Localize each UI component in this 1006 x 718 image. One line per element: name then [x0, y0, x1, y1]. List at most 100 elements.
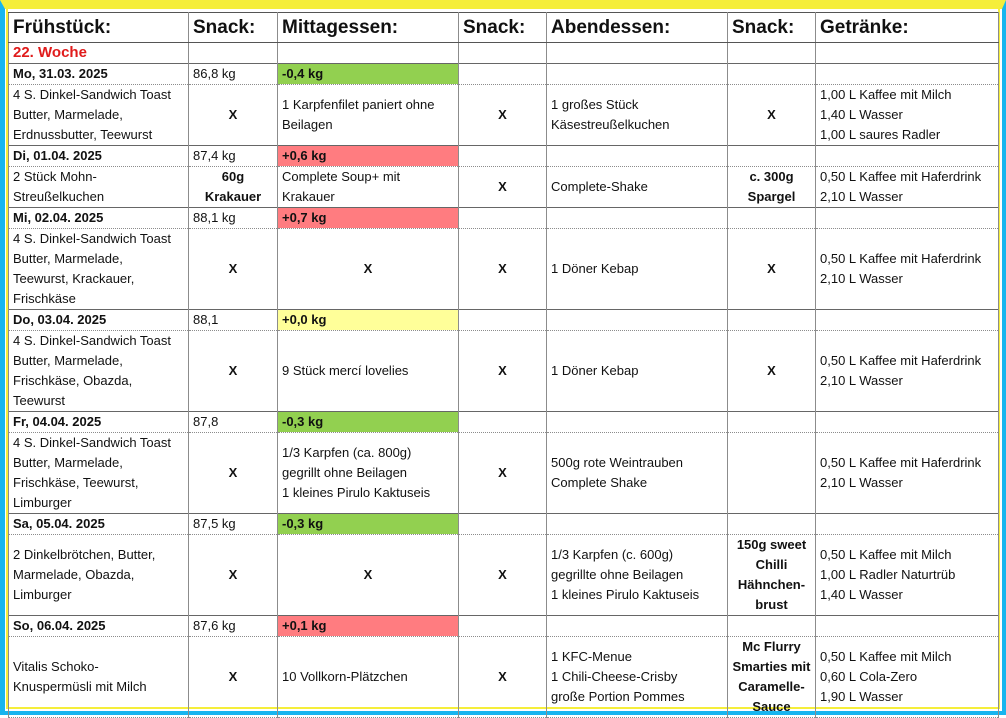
day-weight-delta[interactable]: -0,3 kg	[277, 411, 459, 433]
header-snack-1[interactable]: Snack:	[188, 12, 278, 43]
empty-cell[interactable]	[458, 63, 547, 85]
day-weight[interactable]: 86,8 kg	[188, 63, 278, 85]
day-weight-delta[interactable]: +0,1 kg	[277, 615, 459, 637]
day-weight[interactable]: 87,6 kg	[188, 615, 278, 637]
empty-cell[interactable]	[727, 207, 816, 229]
meal-snack-3[interactable]: X	[727, 228, 816, 310]
meal-snack-2[interactable]: X	[458, 166, 547, 208]
day-date[interactable]: Fr, 04.04. 2025	[8, 411, 189, 433]
meal-breakfast[interactable]: Vitalis Schoko- Knuspermüsli mit Milch	[8, 636, 189, 718]
empty-cell[interactable]	[458, 145, 547, 167]
empty-cell[interactable]	[277, 42, 459, 64]
header-dinner[interactable]: Abendessen:	[546, 12, 728, 43]
meal-snack-3[interactable]: X	[727, 330, 816, 412]
empty-cell[interactable]	[815, 411, 999, 433]
day-weight-delta[interactable]: -0,4 kg	[277, 63, 459, 85]
day-weight[interactable]: 87,4 kg	[188, 145, 278, 167]
meal-lunch[interactable]: 10 Vollkorn-Plätzchen	[277, 636, 459, 718]
meal-snack-2[interactable]: X	[458, 534, 547, 616]
meal-dinner[interactable]: 1 Döner Kebap	[546, 330, 728, 412]
meal-breakfast[interactable]: 4 S. Dinkel-Sandwich Toast Butter, Marme…	[8, 84, 189, 146]
meal-snack-1[interactable]: 60g Krakauer	[188, 166, 278, 208]
header-breakfast[interactable]: Frühstück:	[8, 12, 189, 43]
empty-cell[interactable]	[727, 42, 816, 64]
empty-cell[interactable]	[727, 615, 816, 637]
header-lunch[interactable]: Mittagessen:	[277, 12, 459, 43]
empty-cell[interactable]	[815, 42, 999, 64]
empty-cell[interactable]	[546, 42, 728, 64]
meal-snack-3[interactable]: 150g sweet Chilli Hähnchen- brust	[727, 534, 816, 616]
empty-cell[interactable]	[727, 145, 816, 167]
empty-cell[interactable]	[458, 207, 547, 229]
day-date[interactable]: Di, 01.04. 2025	[8, 145, 189, 167]
empty-cell[interactable]	[546, 145, 728, 167]
meal-snack-1[interactable]: X	[188, 432, 278, 514]
meal-snack-3[interactable]	[727, 432, 816, 514]
meal-dinner[interactable]: 1 Döner Kebap	[546, 228, 728, 310]
empty-cell[interactable]	[815, 207, 999, 229]
empty-cell[interactable]	[188, 42, 278, 64]
empty-cell[interactable]	[815, 145, 999, 167]
meal-snack-3[interactable]: X	[727, 84, 816, 146]
day-weight-delta[interactable]: +0,7 kg	[277, 207, 459, 229]
meal-drinks[interactable]: 0,50 L Kaffee mit Milch 1,00 L Radler Na…	[815, 534, 999, 616]
meal-dinner[interactable]: 1 KFC-Menue 1 Chili-Cheese-Crisby große …	[546, 636, 728, 718]
meal-snack-3[interactable]: c. 300g Spargel	[727, 166, 816, 208]
empty-cell[interactable]	[546, 63, 728, 85]
empty-cell[interactable]	[546, 615, 728, 637]
day-weight[interactable]: 87,5 kg	[188, 513, 278, 535]
header-snack-2[interactable]: Snack:	[458, 12, 547, 43]
meal-dinner[interactable]: Complete-Shake	[546, 166, 728, 208]
empty-cell[interactable]	[815, 615, 999, 637]
day-date[interactable]: Mo, 31.03. 2025	[8, 63, 189, 85]
empty-cell[interactable]	[458, 513, 547, 535]
empty-cell[interactable]	[546, 513, 728, 535]
meal-snack-1[interactable]: X	[188, 636, 278, 718]
empty-cell[interactable]	[815, 63, 999, 85]
meal-snack-2[interactable]: X	[458, 432, 547, 514]
header-drinks[interactable]: Getränke:	[815, 12, 999, 43]
empty-cell[interactable]	[458, 309, 547, 331]
meal-lunch[interactable]: Complete Soup+ mit Krakauer	[277, 166, 459, 208]
meal-breakfast[interactable]: 2 Stück Mohn- Streußelkuchen	[8, 166, 189, 208]
empty-cell[interactable]	[546, 411, 728, 433]
meal-snack-1[interactable]: X	[188, 228, 278, 310]
empty-cell[interactable]	[546, 309, 728, 331]
day-weight[interactable]: 88,1	[188, 309, 278, 331]
empty-cell[interactable]	[458, 42, 547, 64]
meal-snack-3[interactable]: Mc Flurry Smarties mit Caramelle- Sauce	[727, 636, 816, 718]
day-weight-delta[interactable]: +0,6 kg	[277, 145, 459, 167]
meal-snack-1[interactable]: X	[188, 84, 278, 146]
empty-cell[interactable]	[727, 513, 816, 535]
meal-breakfast[interactable]: 4 S. Dinkel-Sandwich Toast Butter, Marme…	[8, 228, 189, 310]
meal-snack-2[interactable]: X	[458, 330, 547, 412]
meal-lunch[interactable]: 1/3 Karpfen (ca. 800g) gegrillt ohne Bei…	[277, 432, 459, 514]
meal-drinks[interactable]: 0,50 L Kaffee mit Haferdrink 2,10 L Wass…	[815, 228, 999, 310]
meal-lunch[interactable]: 1 Karpfenfilet paniert ohne Beilagen	[277, 84, 459, 146]
meal-drinks[interactable]: 0,50 L Kaffee mit Haferdrink 2,10 L Wass…	[815, 166, 999, 208]
meal-breakfast[interactable]: 4 S. Dinkel-Sandwich Toast Butter, Marme…	[8, 330, 189, 412]
meal-drinks[interactable]: 0,50 L Kaffee mit Haferdrink 2,10 L Wass…	[815, 432, 999, 514]
meal-snack-1[interactable]: X	[188, 534, 278, 616]
meal-drinks[interactable]: 0,50 L Kaffee mit Haferdrink 2,10 L Wass…	[815, 330, 999, 412]
empty-cell[interactable]	[727, 63, 816, 85]
day-weight-delta[interactable]: +0,0 kg	[277, 309, 459, 331]
meal-drinks[interactable]: 1,00 L Kaffee mit Milch 1,40 L Wasser 1,…	[815, 84, 999, 146]
meal-dinner[interactable]: 1/3 Karpfen (c. 600g) gegrillte ohne Bei…	[546, 534, 728, 616]
meal-lunch[interactable]: X	[277, 228, 459, 310]
meal-drinks[interactable]: 0,50 L Kaffee mit Milch 0,60 L Cola-Zero…	[815, 636, 999, 718]
day-weight[interactable]: 88,1 kg	[188, 207, 278, 229]
meal-dinner[interactable]: 500g rote Weintrauben Complete Shake	[546, 432, 728, 514]
day-date[interactable]: Mi, 02.04. 2025	[8, 207, 189, 229]
header-snack-3[interactable]: Snack:	[727, 12, 816, 43]
empty-cell[interactable]	[458, 615, 547, 637]
week-label-cell[interactable]: 22. Woche	[8, 42, 189, 64]
empty-cell[interactable]	[727, 309, 816, 331]
day-weight-delta[interactable]: -0,3 kg	[277, 513, 459, 535]
meal-breakfast[interactable]: 4 S. Dinkel-Sandwich Toast Butter, Marme…	[8, 432, 189, 514]
meal-snack-2[interactable]: X	[458, 228, 547, 310]
meal-lunch[interactable]: X	[277, 534, 459, 616]
day-weight[interactable]: 87,8	[188, 411, 278, 433]
meal-dinner[interactable]: 1 großes Stück Käsestreußelkuchen	[546, 84, 728, 146]
empty-cell[interactable]	[458, 411, 547, 433]
